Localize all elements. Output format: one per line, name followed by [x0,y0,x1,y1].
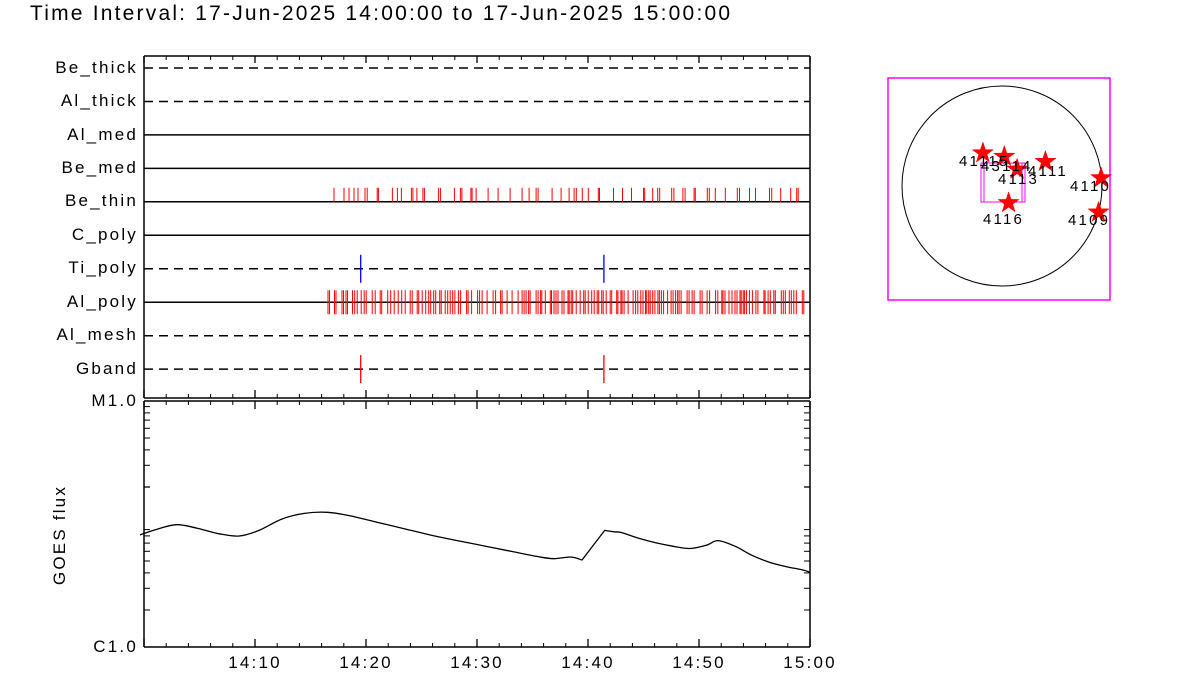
svg-text:4116: 4116 [983,211,1024,228]
svg-text:14:30: 14:30 [450,653,504,672]
svg-text:C_poly: C_poly [72,225,138,244]
svg-text:4110: 4110 [1070,178,1111,195]
svg-text:Be_med: Be_med [61,158,138,177]
svg-text:14:20: 14:20 [339,653,393,672]
svg-text:4109: 4109 [1068,212,1110,229]
svg-text:14:50: 14:50 [672,653,726,672]
svg-text:Gband: Gband [76,359,138,378]
svg-text:Ti_poly: Ti_poly [68,258,138,277]
svg-text:15:00: 15:00 [783,653,837,672]
svg-text:Al_mesh: Al_mesh [56,325,138,344]
svg-text:M1.0: M1.0 [91,391,138,410]
svg-text:Be_thin: Be_thin [65,191,138,210]
svg-text:4111: 4111 [1028,163,1068,180]
svg-text:Al_poly: Al_poly [67,292,138,311]
svg-text:GOES flux: GOES flux [50,485,69,585]
svg-text:Al_thick: Al_thick [61,91,138,110]
svg-text:Be_thick: Be_thick [55,58,138,77]
svg-text:C1.0: C1.0 [93,637,138,656]
svg-text:Al_med: Al_med [67,125,138,144]
svg-text:14:10: 14:10 [228,653,282,672]
svg-text:14:40: 14:40 [561,653,615,672]
svg-text:Time Interval: 17-Jun-2025 14:: Time Interval: 17-Jun-2025 14:00:00 to 1… [30,2,732,25]
